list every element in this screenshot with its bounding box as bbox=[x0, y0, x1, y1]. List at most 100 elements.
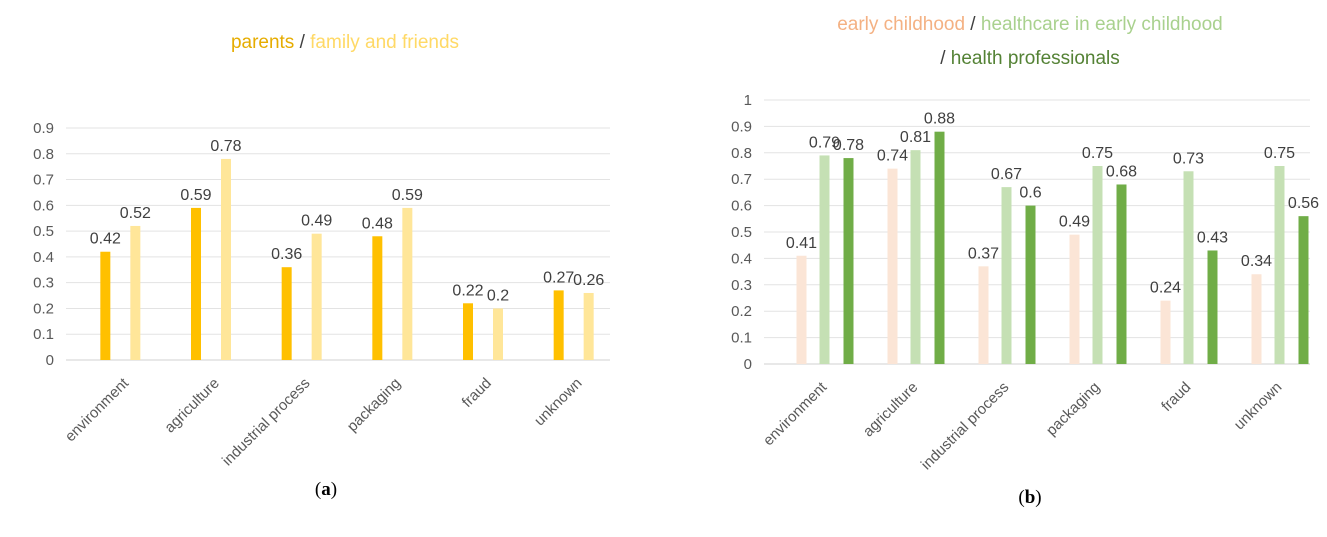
chart-title-part: early childhood bbox=[837, 14, 965, 35]
chart-title-part: / bbox=[965, 14, 981, 35]
chart-title-part: health professionals bbox=[951, 48, 1120, 69]
bar bbox=[553, 290, 564, 360]
bar bbox=[1069, 234, 1080, 364]
bar bbox=[221, 158, 231, 360]
x-tick-label: agriculture bbox=[161, 375, 223, 437]
data-label: 0.74 bbox=[877, 148, 908, 165]
y-tick-label: 0.2 bbox=[33, 300, 54, 317]
x-tick-label: agriculture bbox=[860, 379, 922, 441]
y-tick-label: 0.4 bbox=[33, 249, 54, 266]
bar bbox=[191, 207, 201, 360]
chart-title: parents / family and friends bbox=[231, 32, 459, 53]
y-tick-label: 0 bbox=[744, 356, 752, 373]
chart-title-part: / bbox=[940, 48, 951, 69]
data-label: 0.59 bbox=[180, 187, 211, 204]
y-tick-label: 0.5 bbox=[33, 223, 54, 240]
chart-title-part: parents bbox=[231, 32, 294, 53]
bar bbox=[463, 303, 473, 360]
chart-panel-a: parents / family and friends 0 0.1 0.2 0.3 0.… bbox=[33, 32, 610, 500]
data-label: 0.88 bbox=[924, 111, 955, 128]
y-tick-label: 0.4 bbox=[731, 250, 752, 267]
data-label: 0.34 bbox=[1241, 253, 1272, 270]
bar bbox=[1160, 300, 1171, 364]
data-label: 0.41 bbox=[786, 235, 817, 252]
data-label: 0.27 bbox=[543, 269, 574, 286]
chart-title-part: healthcare in early childhood bbox=[981, 14, 1223, 35]
bar bbox=[1025, 205, 1036, 364]
y-tick-label: 0.3 bbox=[731, 277, 752, 294]
bar bbox=[493, 308, 503, 360]
caption-paren-open: ( bbox=[315, 479, 321, 500]
data-label: 0.48 bbox=[362, 215, 393, 232]
bar bbox=[1274, 166, 1285, 364]
data-label: 0.26 bbox=[573, 272, 604, 289]
data-label: 0.43 bbox=[1197, 229, 1228, 246]
data-label: 0.49 bbox=[1059, 214, 1090, 231]
x-tick-label: fraud bbox=[459, 375, 495, 411]
y-tick-label: 0.9 bbox=[33, 120, 54, 137]
bar bbox=[934, 131, 945, 364]
data-label: 0.22 bbox=[452, 282, 483, 299]
x-tick-label: packaging bbox=[1043, 379, 1103, 439]
chart-title-line2: / health professionals bbox=[940, 48, 1120, 69]
data-label: 0.52 bbox=[120, 205, 151, 222]
y-tick-label: 0.7 bbox=[731, 171, 752, 188]
data-label: 0.42 bbox=[90, 231, 121, 248]
x-tick-label: unknown bbox=[531, 375, 585, 429]
data-label: 0.75 bbox=[1082, 145, 1113, 162]
y-tick-label: 0.8 bbox=[33, 146, 54, 163]
data-label: 0.49 bbox=[301, 213, 332, 230]
y-tick-label: 1 bbox=[744, 92, 752, 109]
data-label: 0.78 bbox=[833, 137, 864, 154]
bar bbox=[819, 155, 830, 364]
bar bbox=[372, 236, 383, 360]
bar bbox=[1092, 166, 1103, 364]
bar bbox=[1116, 184, 1127, 364]
y-tick-label: 0.1 bbox=[731, 330, 752, 347]
bar bbox=[281, 267, 292, 360]
x-tick-label: industrial process bbox=[219, 375, 314, 470]
y-tick-label: 0.5 bbox=[731, 224, 752, 241]
bar bbox=[100, 251, 111, 360]
caption-paren-open: ( bbox=[1018, 487, 1024, 508]
data-label: 0.78 bbox=[210, 138, 241, 155]
bar bbox=[887, 168, 898, 364]
x-tick-label: packaging bbox=[344, 375, 404, 435]
bar bbox=[843, 158, 854, 364]
data-label: 0.67 bbox=[991, 166, 1022, 183]
data-label: 0.75 bbox=[1264, 145, 1295, 162]
x-tick-label: environment bbox=[62, 374, 133, 445]
y-tick-label: 0.6 bbox=[731, 198, 752, 215]
y-tick-label: 0.3 bbox=[33, 275, 54, 292]
data-label: 0.79 bbox=[809, 134, 840, 151]
chart-title: early childhood / healthcare in early ch… bbox=[837, 14, 1223, 35]
x-tick-label: unknown bbox=[1231, 379, 1285, 433]
bar bbox=[402, 207, 413, 360]
bar bbox=[1207, 250, 1218, 364]
bar bbox=[978, 266, 989, 364]
y-tick-label: 0 bbox=[46, 352, 54, 369]
y-tick-label: 0.8 bbox=[731, 145, 752, 162]
data-label: 0.36 bbox=[271, 246, 302, 263]
data-label: 0.37 bbox=[968, 245, 999, 262]
bar bbox=[1001, 187, 1012, 364]
caption-paren-close: ) bbox=[331, 479, 337, 500]
data-label: 0.68 bbox=[1106, 163, 1137, 180]
chart-title-part: family and friends bbox=[310, 32, 459, 53]
data-label: 0.81 bbox=[900, 129, 931, 146]
data-label: 0.6 bbox=[1019, 185, 1041, 202]
data-label: 0.73 bbox=[1173, 150, 1204, 167]
chart-title-part: / bbox=[294, 32, 310, 53]
bar bbox=[1251, 274, 1262, 364]
bar bbox=[583, 292, 594, 360]
bar bbox=[910, 150, 921, 364]
data-label: 0.24 bbox=[1150, 280, 1181, 297]
bar bbox=[796, 255, 807, 364]
chart-panel-b: early childhood / healthcare in early ch… bbox=[731, 14, 1319, 508]
x-tick-label: environment bbox=[760, 378, 831, 449]
bar bbox=[311, 233, 322, 360]
data-label: 0.59 bbox=[392, 187, 423, 204]
y-tick-label: 0.2 bbox=[731, 303, 752, 320]
x-tick-label: industrial process bbox=[918, 379, 1013, 474]
